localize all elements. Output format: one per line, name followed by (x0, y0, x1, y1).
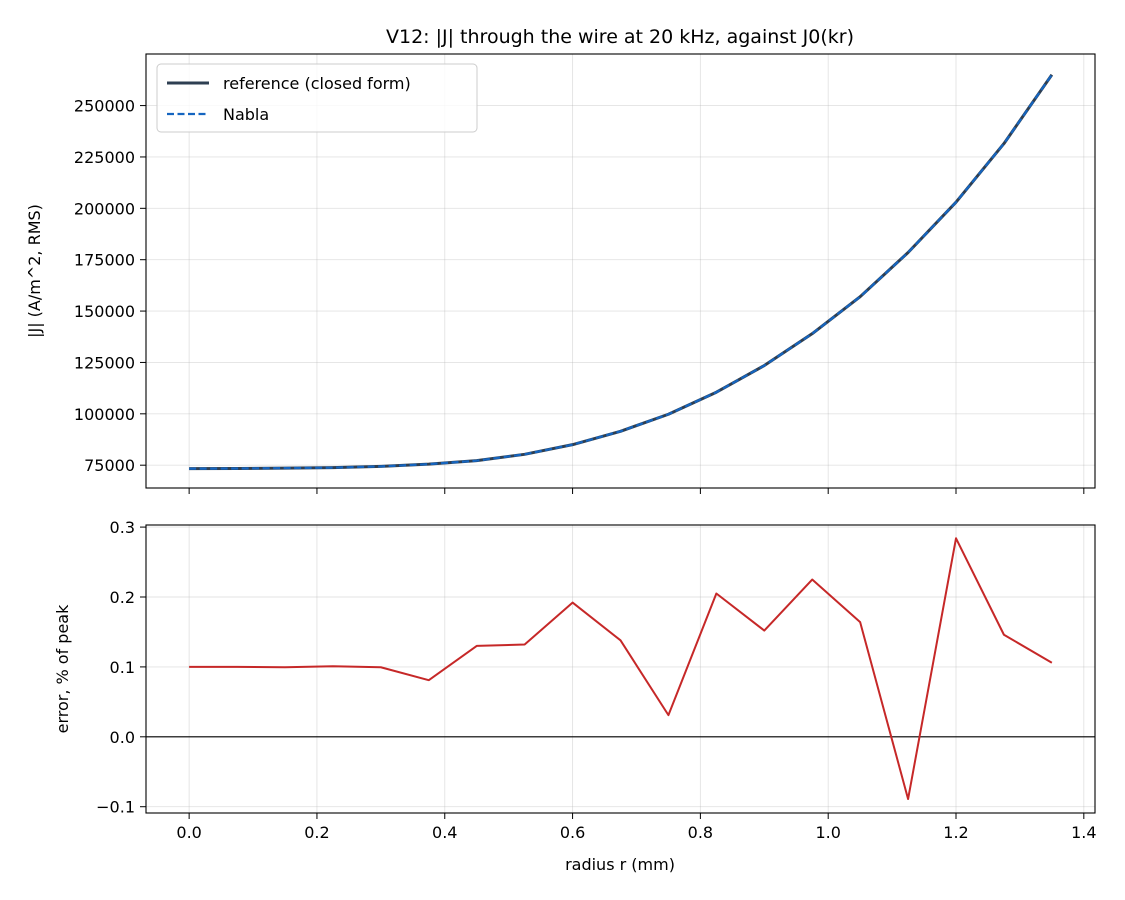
bottom-x-tick-label: 1.4 (1071, 823, 1096, 842)
bottom-grid (146, 525, 1095, 813)
top-ticks: 75000 100000 125000 150000 175000 200000 22500… (74, 97, 1085, 494)
top-plot-frame (145, 53, 1096, 489)
bottom-x-tick-label: 0.4 (432, 823, 457, 842)
bottom-series-line-error (189, 537, 1053, 801)
bottom-plot: 0.0 0.2 0.4 0.6 0.8 1.0 1.2 1.4 −0.1 0.0 0.1 0.2 0.3… (53, 518, 1097, 874)
bottom-y-tick-label: 0.1 (110, 658, 135, 677)
top-series-line-nabla (189, 74, 1053, 470)
bottom-y-tick-label: 0.0 (110, 728, 135, 747)
chart-title: V12: |J| through the wire at 20 kHz, aga… (386, 26, 854, 48)
top-y-tick-label: 75000 (84, 456, 135, 475)
bottom-y-tick-label: 0.2 (110, 588, 135, 607)
bottom-xlabel: radius r (mm) (565, 855, 675, 874)
top-y-tick-label: 150000 (74, 302, 135, 321)
bottom-ylabel: error, % of peak (53, 604, 72, 734)
legend-box (156, 63, 478, 133)
top-y-tick-label: 200000 (74, 199, 135, 218)
bottom-x-tick-label: 0.8 (688, 823, 713, 842)
bottom-plot-frame (145, 524, 1096, 814)
bottom-x-tick-label: 0.6 (560, 823, 585, 842)
bottom-x-tick-label: 1.2 (943, 823, 968, 842)
top-y-tick-label: 225000 (74, 148, 135, 167)
bottom-x-tick-label: 1.0 (815, 823, 840, 842)
top-grid (146, 54, 1095, 488)
legend-label-nabla: Nabla (223, 105, 269, 124)
top-plot: 75000 100000 125000 150000 175000 200000 22500… (25, 53, 1096, 494)
top-series-line-reference-closed-form (189, 73, 1054, 471)
bottom-y-tick-label: 0.3 (110, 518, 135, 537)
top-y-tick-label: 250000 (74, 97, 135, 116)
top-y-tick-label: 175000 (74, 251, 135, 270)
bottom-x-tick-label: 0.0 (176, 823, 201, 842)
bottom-y-tick-label: −0.1 (96, 798, 135, 817)
top-y-tick-label: 125000 (74, 353, 135, 372)
bottom-ticks: 0.0 0.2 0.4 0.6 0.8 1.0 1.2 1.4 −0.1 0.0 0.1 0.2 0.3 (96, 518, 1096, 842)
legend: reference (closed form) Nabla (156, 63, 478, 133)
legend-label-reference: reference (closed form) (223, 74, 411, 93)
top-series (189, 73, 1054, 471)
bottom-x-tick-label: 0.2 (304, 823, 329, 842)
top-y-tick-label: 100000 (74, 405, 135, 424)
bottom-series (189, 537, 1053, 801)
top-ylabel: |J| (A/m^2, RMS) (25, 204, 44, 338)
